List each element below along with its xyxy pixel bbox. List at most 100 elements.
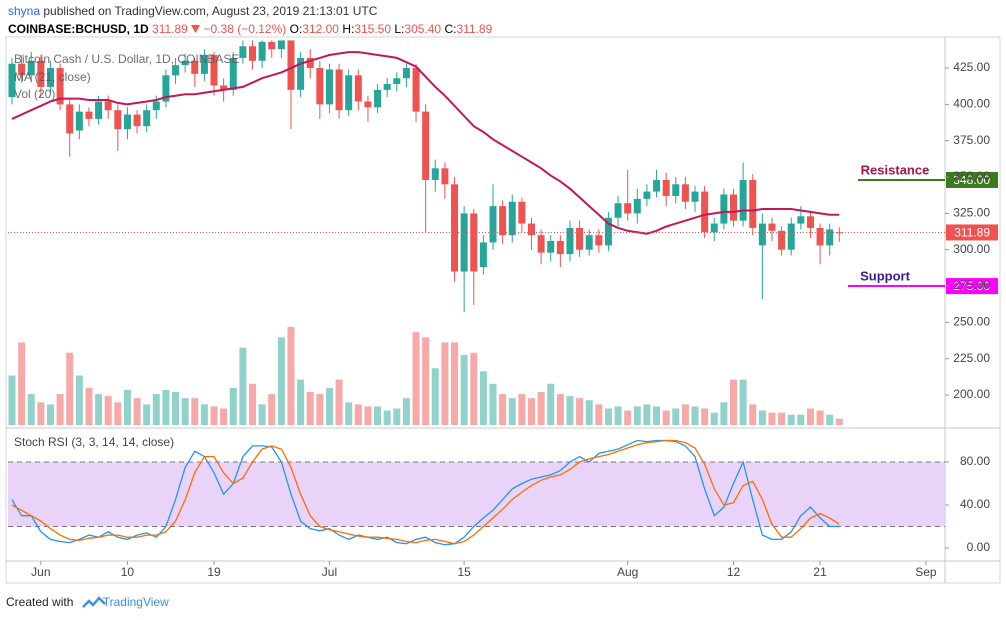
candle-body [181, 60, 189, 66]
candle-body [604, 217, 612, 246]
candle-body [489, 206, 497, 243]
candle-body [595, 235, 603, 246]
volume-bar [691, 406, 699, 425]
y-tick-label: 250.00 [953, 315, 990, 329]
volume-bar [412, 332, 420, 425]
volume-bar [595, 404, 603, 425]
candle-body [27, 60, 35, 76]
candle-body [739, 179, 747, 221]
volume-bar [556, 394, 564, 425]
volume-bar [181, 398, 189, 425]
y-tick-label: 0.00 [967, 540, 991, 554]
candle-body [672, 184, 680, 196]
y-tick-label: 350.00 [953, 169, 990, 183]
volume-bar [162, 389, 170, 425]
volume-bar [393, 408, 401, 425]
candle-body [720, 194, 728, 224]
published: published on TradingView.com, August 23,… [43, 4, 378, 18]
volume-bar [18, 342, 26, 425]
candle-body [258, 41, 266, 61]
volume-bar [354, 404, 362, 425]
level-box [946, 171, 998, 188]
y-tick-label: 40.00 [960, 497, 990, 511]
candle-body [643, 191, 651, 199]
volume-bar [364, 406, 372, 425]
volume-bar [143, 404, 151, 425]
candle-body [123, 114, 131, 130]
volume-bar [277, 337, 285, 425]
volume-bar [66, 352, 74, 425]
candle-body [412, 68, 420, 112]
ohlc-label: H: [342, 22, 355, 36]
candle-body [143, 110, 151, 127]
volume-bar [268, 394, 276, 425]
volume-bar [508, 398, 516, 425]
y-tick-label: 80.00 [960, 454, 990, 468]
candle-body [210, 54, 218, 86]
volume-bar [229, 387, 237, 425]
candle-body [239, 46, 247, 58]
stoch-line [11, 439, 840, 545]
candle-body [710, 223, 718, 233]
volume-bar [768, 412, 776, 425]
footer: Created with TradingView [6, 595, 169, 609]
publish-line: shyna published on TradingView.com, Augu… [8, 4, 377, 18]
volume-bar [499, 394, 507, 425]
volume-bar [835, 418, 843, 425]
volume-bar [460, 354, 468, 425]
candle-body [527, 223, 535, 236]
candle-body [402, 68, 410, 79]
volume-bar [431, 368, 439, 425]
candle-body [585, 235, 593, 250]
volume-bar [662, 410, 670, 425]
volume-bar [258, 404, 266, 425]
candle-body [460, 213, 468, 272]
ohlc-value: 311.89 [456, 22, 493, 36]
volume-bar [287, 327, 295, 425]
level-box [946, 278, 998, 295]
level-name: Support [860, 268, 910, 283]
volume-bar [758, 410, 766, 425]
volume-bar [720, 402, 728, 425]
level-label: 348.00 [953, 173, 990, 187]
volume-bar [95, 394, 103, 425]
last-price-box [946, 224, 998, 241]
candle-body [306, 57, 314, 69]
volume-bar [681, 404, 689, 425]
candle-body [364, 101, 372, 108]
volume-bar [239, 347, 247, 425]
volume-bar [210, 406, 218, 425]
candle-body [152, 101, 160, 111]
candle-body [806, 216, 814, 228]
volume-bar [325, 387, 333, 425]
volume-bar [104, 396, 112, 425]
candle-body [547, 241, 555, 253]
volume-bar [604, 408, 612, 425]
volume-bar [547, 383, 555, 425]
footer-text: Created with [6, 595, 74, 609]
candle-body [441, 168, 449, 185]
y-tick-label: 325.00 [953, 206, 990, 220]
candle-body [422, 111, 430, 180]
candle-body [66, 104, 74, 134]
candle-body [383, 84, 391, 90]
volume-bar [37, 402, 45, 425]
stoch-legend: Stoch RSI (3, 3, 14, 14, close) [14, 435, 174, 449]
volume-bar [653, 406, 661, 425]
candle-body [566, 227, 574, 255]
volume-bar [576, 398, 584, 425]
candle-body [797, 216, 805, 224]
volume-bar [797, 414, 805, 425]
candle-body [470, 213, 478, 272]
candle-body [18, 63, 26, 76]
volume-bar [75, 375, 83, 425]
down-arrow [191, 25, 201, 33]
candle-body [75, 111, 83, 131]
volume-bar [778, 412, 786, 425]
volume-bar [56, 394, 64, 425]
candle-body [653, 179, 661, 192]
volume-bar [422, 337, 430, 425]
stoch-band [8, 461, 945, 527]
